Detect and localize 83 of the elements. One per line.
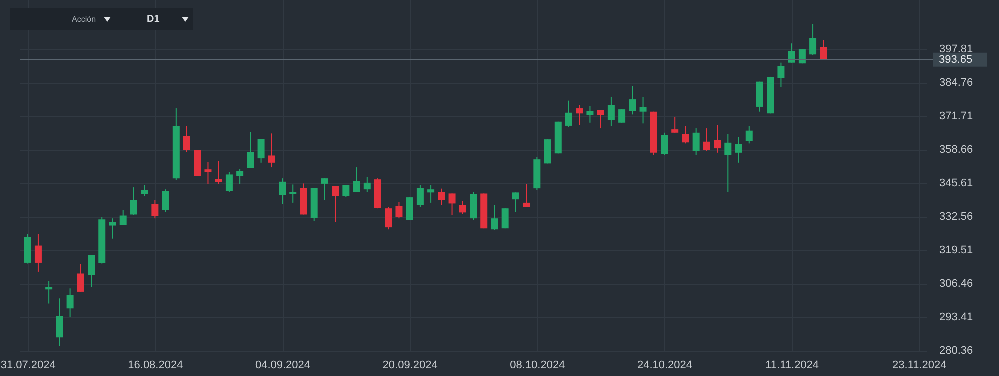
candlestick [629,86,636,116]
candlestick [236,168,244,185]
y-tick-label: 280.36 [940,345,974,358]
candlestick [184,126,191,153]
candlestick [597,110,604,130]
candlestick [491,205,498,231]
x-tick-label: 16.08.2024 [128,360,184,372]
candlestick [34,234,42,272]
x-tick-label: 04.09.2024 [255,360,311,372]
candlestick [152,200,159,220]
candlestick [120,210,127,226]
candlestick [640,96,647,124]
candlestick [342,184,350,198]
candlestick [46,280,53,304]
candlestick [735,136,742,164]
candlestick [586,106,594,124]
candlestick [364,176,371,193]
candlestick [268,133,276,168]
candlestick [746,126,753,144]
candlestick [724,134,732,193]
candlestick [820,40,828,60]
y-tick-label: 384.76 [940,77,974,90]
y-tick-label: 332.56 [940,211,974,224]
candlestick [247,132,254,169]
candlestick [672,116,679,134]
y-tick-label: 293.41 [940,312,974,324]
candlestick [502,208,509,230]
candlestick [396,202,403,220]
candlestick [788,43,796,64]
candlestick [459,200,466,215]
candlestick [66,288,74,318]
candlestick [810,24,817,56]
y-tick-label: 306.46 [940,278,974,290]
candlestick [204,162,212,185]
candlestick [576,104,584,126]
dropdown-panel: Acción D1 [10,8,193,30]
candlestick [512,192,520,213]
candlestick [660,132,668,156]
candlestick [682,126,690,144]
candlestick [714,124,722,154]
candlestick [258,138,265,164]
candlestick [353,167,360,193]
y-tick-label: 397.81 [940,44,974,56]
x-tick-label: 11.11.2024 [766,360,820,372]
candlestick [438,188,446,206]
candlestick [279,178,286,205]
x-tick-label: 31.07.2024 [0,360,56,372]
candlestick [226,172,233,193]
candlestick [778,62,785,88]
candlestick [416,184,424,208]
x-tick-label: 20.09.2024 [382,360,438,372]
candlestick [798,49,806,64]
candlestick [56,298,64,347]
candlestick [162,189,170,213]
candlestick [321,178,328,201]
candlestick [618,109,626,124]
candlestick [77,264,84,292]
annotation: Acción [72,14,96,24]
x-tick-label: 24.10.2024 [637,360,693,372]
candlestick [109,218,116,240]
y-tick-label: 358.66 [940,144,974,156]
candlestick [130,187,138,216]
y-tick-label: 371.71 [940,110,974,123]
candlestick [523,184,530,208]
candlestick [141,184,148,197]
x-tick-label: 08.10.2024 [510,360,566,372]
candlestick [565,100,572,128]
y-tick-label: 319.51 [940,244,974,257]
candlestick [385,206,392,230]
annotation: D1 [147,14,160,24]
x-tick-label: 23.11.2024 [892,360,947,372]
y-tick-label: 345.61 [940,178,974,190]
candlestick [290,184,297,204]
ref-line-label: 393.65 [939,54,973,66]
candlestick [215,160,222,185]
candlestick [428,184,435,204]
candlestick [608,96,615,127]
candlestick [88,254,96,288]
candlestick [406,197,414,221]
candlestick [692,128,700,156]
candlestick [703,128,710,152]
candlestick [448,193,456,216]
candlestick [332,186,340,223]
